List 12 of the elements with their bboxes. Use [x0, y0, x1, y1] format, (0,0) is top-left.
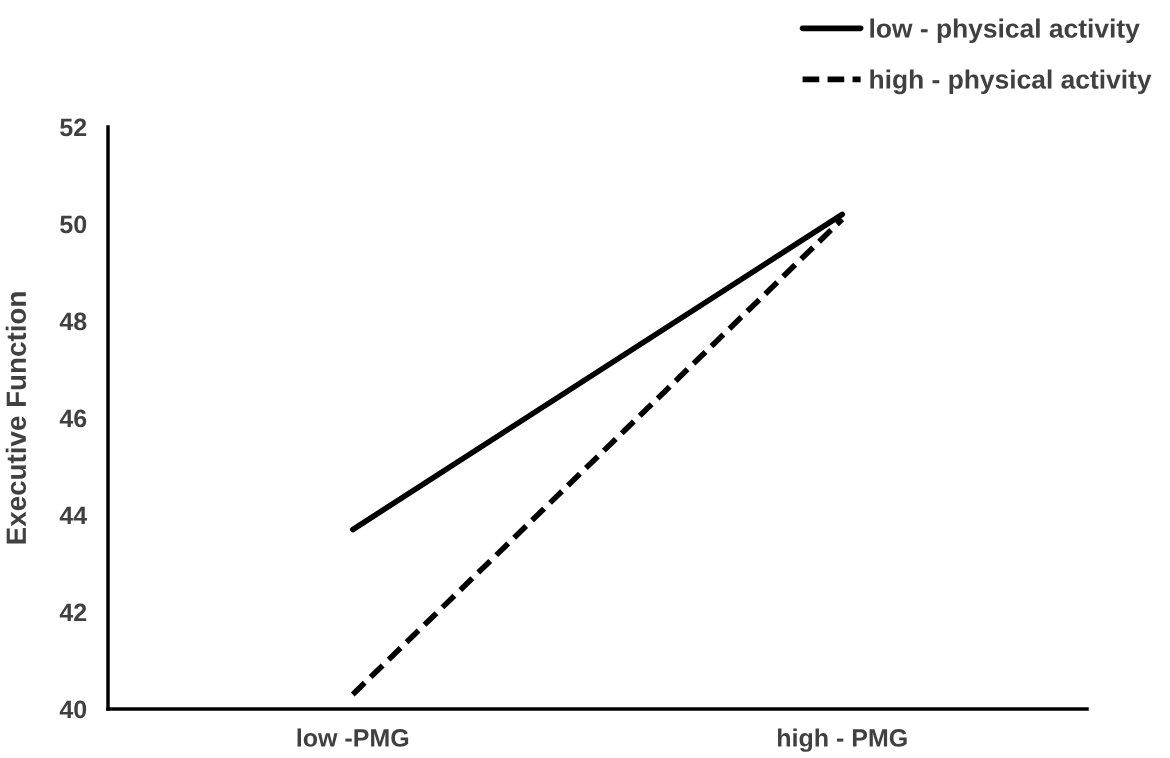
x-tick-label: high - PMG: [778, 728, 907, 752]
y-tick-label: 46: [59, 409, 87, 428]
y-tick-label: 44: [59, 506, 88, 525]
y-tick-label: 48: [59, 312, 87, 331]
y-tick-label: 50: [60, 215, 87, 234]
y-tick-label: 52: [60, 118, 87, 137]
y-axis-title: Executive Function: [5, 292, 27, 544]
x-tick-label: low -PMG: [297, 728, 409, 747]
legend-label: high - physical activity: [870, 69, 1152, 95]
y-tick-label: 42: [59, 603, 87, 622]
legend-label: low - physical activity: [870, 18, 1140, 44]
y-tick-label: 40: [59, 700, 87, 719]
